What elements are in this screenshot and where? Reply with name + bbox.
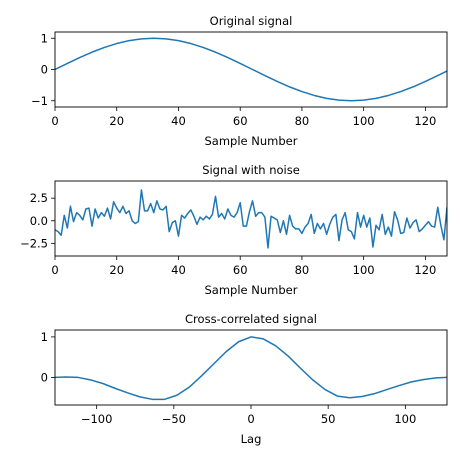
- y-axis-ticks: 01: [41, 330, 55, 384]
- x-tick-label: 100: [353, 114, 375, 128]
- x-tick-label: −50: [162, 412, 186, 426]
- x-tick-label: 80: [295, 263, 310, 277]
- x-axis-ticks: −100 −50 0 50 100: [81, 405, 416, 426]
- plot-area: [54, 31, 448, 108]
- x-tick-label: 120: [414, 114, 436, 128]
- x-tick-label: 0: [51, 114, 58, 128]
- x-axis-label: Lag: [241, 432, 262, 446]
- axes-frame: [54, 31, 448, 108]
- subplot-title: Cross-correlated signal: [185, 312, 317, 326]
- series-line: [55, 336, 447, 401]
- subplot-title: Original signal: [210, 14, 293, 28]
- axes-frame: [54, 180, 448, 257]
- x-axis-ticks: 0 20 40 60 80 100 120: [51, 107, 436, 128]
- x-tick-label: 40: [171, 114, 186, 128]
- plot-area: [54, 180, 448, 257]
- y-axis-ticks: −1 0 1: [31, 31, 55, 108]
- y-axis-ticks: −2.5 0.0 2.5: [20, 191, 55, 250]
- x-tick-label: 60: [233, 114, 248, 128]
- x-tick-label: 120: [414, 263, 436, 277]
- x-tick-label: 20: [109, 114, 124, 128]
- x-tick-label: 50: [321, 412, 336, 426]
- x-tick-label: 0: [247, 412, 254, 426]
- x-tick-label: −100: [81, 412, 113, 426]
- subplot-title: Signal with noise: [202, 163, 300, 177]
- x-axis-label: Sample Number: [205, 134, 298, 148]
- y-tick-label: −1: [31, 94, 48, 108]
- x-tick-label: 20: [109, 263, 124, 277]
- y-tick-label: 2.5: [30, 191, 48, 205]
- x-tick-label: 60: [233, 263, 248, 277]
- y-tick-label: 0: [41, 63, 48, 77]
- y-tick-label: 0: [41, 370, 48, 384]
- x-tick-label: 100: [353, 263, 375, 277]
- subplot-signal-with-noise: Signal with noise Sample Number 0 20 40 60 8…: [20, 163, 448, 297]
- y-tick-label: 1: [41, 31, 48, 45]
- series-line: [55, 189, 447, 249]
- x-tick-label: 80: [295, 114, 310, 128]
- x-axis-ticks: 0 20 40 60 80 100 120: [51, 256, 436, 277]
- x-tick-label: 0: [51, 263, 58, 277]
- y-tick-label: 0.0: [30, 214, 48, 228]
- y-tick-label: −2.5: [20, 236, 48, 250]
- axes-frame: [54, 329, 448, 406]
- series-line: [55, 37, 447, 102]
- plot-area: [54, 329, 448, 406]
- x-tick-label: 100: [394, 412, 416, 426]
- subplot-original-signal: Original signal Sample Number 0 20 40 60 80 1…: [31, 14, 448, 148]
- x-axis-label: Sample Number: [205, 283, 298, 297]
- y-tick-label: 1: [41, 330, 48, 344]
- x-tick-label: 40: [171, 263, 186, 277]
- subplot-cross-correlated-signal: Cross-correlated signal Lag −100 −50 0 50 10…: [41, 312, 448, 446]
